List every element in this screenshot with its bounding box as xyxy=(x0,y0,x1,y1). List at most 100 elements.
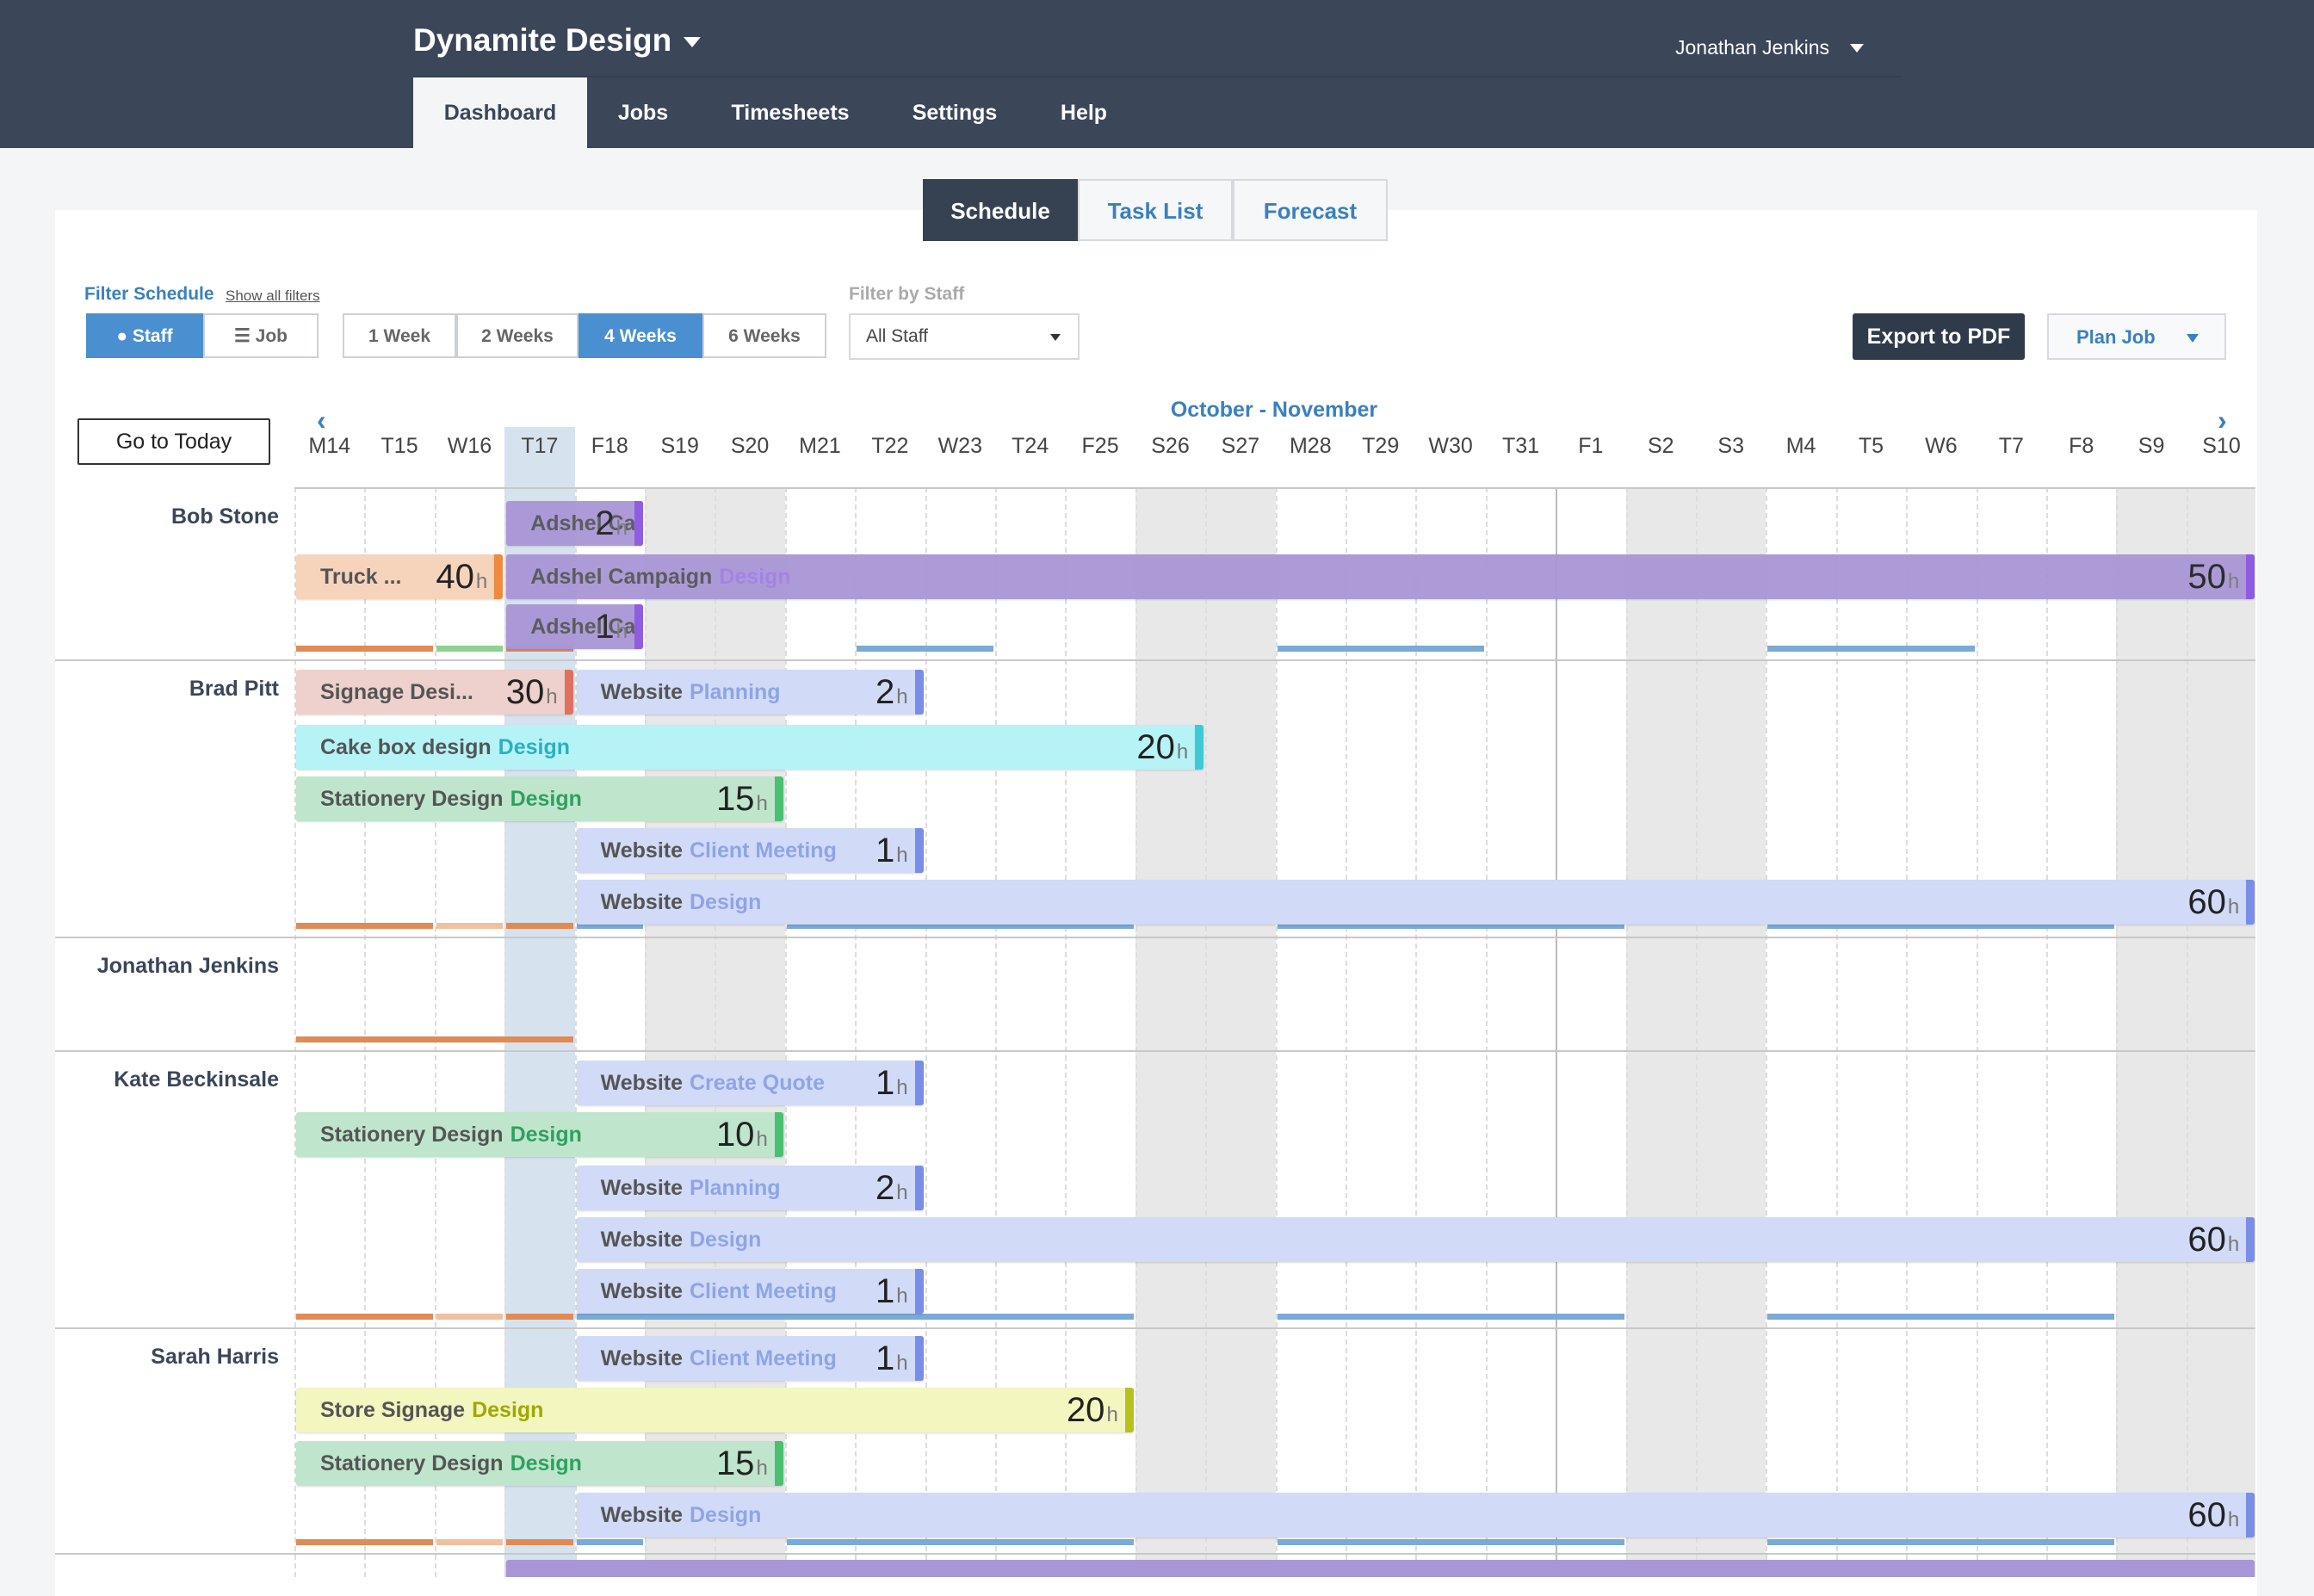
next-arrow-icon[interactable]: › xyxy=(2218,405,2227,436)
schedule-bar[interactable]: Truck ... 40h xyxy=(296,554,504,599)
resize-handle[interactable] xyxy=(2246,554,2255,599)
user-name: Jonathan Jenkins xyxy=(1675,36,1830,59)
person-icon: ● xyxy=(116,326,133,346)
staff-name: Kate Beckinsale xyxy=(114,1067,279,1092)
row-gridline xyxy=(294,937,2255,938)
schedule-bar[interactable]: Stationery Design Design 15h xyxy=(296,776,783,821)
resize-handle[interactable] xyxy=(774,1112,783,1157)
nav-timesheets[interactable]: Timesheets xyxy=(731,101,850,125)
nav-settings[interactable]: Settings xyxy=(912,101,998,125)
mode-staff-button[interactable]: ● Staff xyxy=(86,313,203,358)
bar-job-name: Stationery Design xyxy=(320,1451,504,1475)
capacity-bar xyxy=(1767,923,2115,929)
day-header: W16 xyxy=(447,434,492,458)
capacity-bar xyxy=(1277,646,1484,652)
bar-hours: 2h xyxy=(595,501,628,546)
schedule-bar[interactable]: Website Create Quote 1h xyxy=(576,1061,924,1105)
bar-job-name: Website xyxy=(600,838,683,863)
resize-handle[interactable] xyxy=(774,1441,783,1486)
resize-handle[interactable] xyxy=(914,670,924,714)
company-switcher[interactable]: Dynamite Design xyxy=(413,22,702,59)
mode-job-label: Job xyxy=(255,326,288,346)
schedule-bar[interactable] xyxy=(506,1560,2255,1577)
day-gridline xyxy=(434,487,436,1577)
resize-handle[interactable] xyxy=(494,554,504,599)
bar-task-name: Design xyxy=(510,1123,582,1147)
staff-name: Sarah Harris xyxy=(151,1345,279,1369)
bar-hours: 1h xyxy=(875,1061,908,1105)
resize-handle[interactable] xyxy=(914,1061,924,1105)
range-1-week[interactable]: 1 Week xyxy=(343,313,456,358)
resize-handle[interactable] xyxy=(914,1269,924,1314)
schedule-bar[interactable]: Adshel CampaignCli...1h xyxy=(506,604,643,649)
resize-handle[interactable] xyxy=(1195,725,1204,770)
schedule-bar[interactable]: Adshel CampaignPla...2h xyxy=(506,501,643,546)
go-to-today-button[interactable]: Go to Today xyxy=(77,418,270,465)
hours-unit: h xyxy=(896,1076,908,1099)
tab-forecast[interactable]: Forecast xyxy=(1233,179,1388,241)
schedule-bar[interactable]: Website Design 60h xyxy=(576,880,2255,925)
schedule-bar[interactable]: Website Client Meeting 1h xyxy=(576,828,924,873)
resize-handle[interactable] xyxy=(564,670,573,714)
day-header: S2 xyxy=(1647,434,1674,458)
bar-job-name: Website xyxy=(600,1071,683,1095)
tab-task-list[interactable]: Task List xyxy=(1078,179,1233,241)
range-2-weeks[interactable]: 2 Weeks xyxy=(456,313,578,358)
hours-unit: h xyxy=(1106,1403,1118,1426)
schedule-bar[interactable]: Website Design 60h xyxy=(576,1217,2255,1262)
schedule-bar[interactable]: Stationery Design Design 10h xyxy=(296,1112,783,1157)
staff-name: Bob Stone xyxy=(171,504,279,529)
tab-schedule[interactable]: Schedule xyxy=(923,179,1078,241)
schedule-bar[interactable]: Website Client Meeting 1h xyxy=(576,1336,924,1381)
schedule-bar[interactable]: Website Design 60h xyxy=(576,1493,2255,1537)
nav-dashboard[interactable]: Dashboard xyxy=(413,77,587,148)
mode-job-button[interactable]: ☰ Job xyxy=(203,313,319,358)
resize-handle[interactable] xyxy=(914,1336,924,1381)
day-gridline xyxy=(2186,487,2188,1577)
schedule-bar[interactable]: Signage Desi... 30h xyxy=(296,670,573,714)
day-header: F8 xyxy=(2069,434,2094,458)
schedule-bar[interactable]: Website Planning 2h xyxy=(576,670,924,714)
schedule-bar[interactable]: Adshel Campaign Design 50h xyxy=(506,554,2255,599)
schedule-bar[interactable]: Website Client Meeting 1h xyxy=(576,1269,924,1314)
schedule-bar[interactable]: Website Planning 2h xyxy=(576,1166,924,1210)
resize-handle[interactable] xyxy=(914,828,924,873)
bar-hours: 10h xyxy=(716,1112,768,1157)
bar-hours: 2h xyxy=(875,1166,908,1210)
bar-hours: 20h xyxy=(1067,1388,1118,1432)
hours-unit: h xyxy=(2227,1233,2240,1256)
row-separator xyxy=(55,1327,294,1329)
capacity-bar xyxy=(1277,1539,1624,1545)
resize-handle[interactable] xyxy=(914,1166,924,1210)
resize-handle[interactable] xyxy=(1124,1388,1134,1432)
resize-handle[interactable] xyxy=(2246,1217,2255,1262)
nav-help[interactable]: Help xyxy=(1060,101,1108,125)
day-header: T24 xyxy=(1012,434,1049,458)
day-gridline xyxy=(1696,487,1698,1577)
nav-jobs[interactable]: Jobs xyxy=(617,101,669,125)
weekend-column xyxy=(2186,487,2255,1577)
resize-handle[interactable] xyxy=(2246,1493,2255,1537)
range-4-weeks[interactable]: 4 Weeks xyxy=(578,313,702,358)
hours-unit: h xyxy=(756,792,768,815)
hours-value: 20 xyxy=(1066,1391,1105,1429)
resize-handle[interactable] xyxy=(774,776,783,821)
show-all-filters-link[interactable]: Show all filters xyxy=(226,288,320,304)
range-6-weeks[interactable]: 6 Weeks xyxy=(702,313,826,358)
resize-handle[interactable] xyxy=(634,501,643,546)
schedule-bar[interactable]: Stationery Design Design 15h xyxy=(296,1441,783,1486)
bar-task-name: Design xyxy=(498,735,571,759)
export-pdf-button[interactable]: Export to PDF xyxy=(1853,313,2025,360)
resize-handle[interactable] xyxy=(634,604,643,649)
plan-job-dropdown[interactable]: Plan Job xyxy=(2047,313,2226,360)
previous-arrow-icon[interactable]: ‹ xyxy=(317,405,326,436)
schedule-bar[interactable]: Store Signage Design 20h xyxy=(296,1388,1134,1432)
bar-hours: 15h xyxy=(716,776,768,821)
staff-filter-select[interactable]: All Staff xyxy=(849,313,1080,360)
resize-handle[interactable] xyxy=(2246,880,2255,925)
hours-unit: h xyxy=(896,1181,908,1204)
schedule-bar[interactable]: Cake box design Design 20h xyxy=(296,725,1204,770)
day-gridline xyxy=(364,487,367,1577)
hours-value: 60 xyxy=(2187,1221,2226,1259)
user-menu[interactable]: Jonathan Jenkins xyxy=(1675,36,1865,59)
